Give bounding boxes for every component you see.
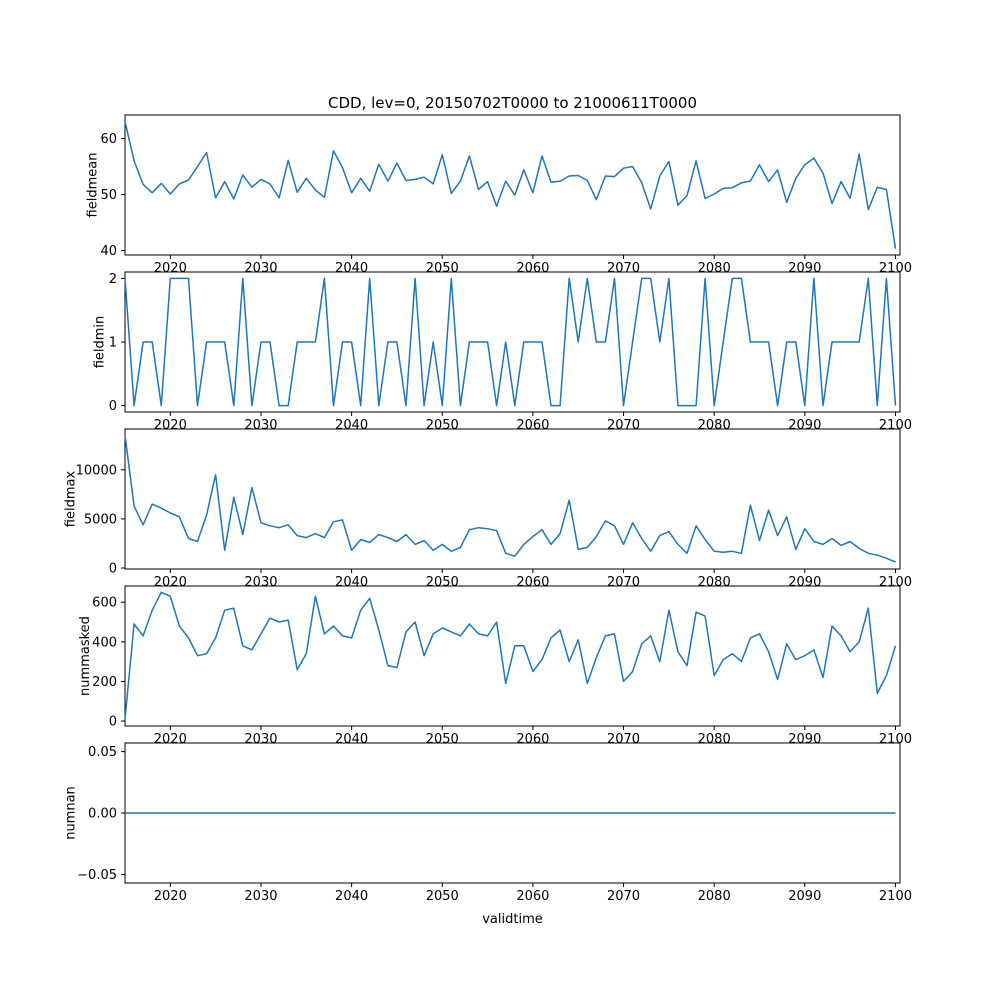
x-tick-label: 2030 [244,889,277,904]
x-tick-label: 2080 [698,261,731,276]
data-line-fieldmean [124,121,897,249]
y-tick-label: 0.05 [88,745,117,760]
x-tick-label: 2090 [788,418,821,433]
y-tick-label: 0 [109,715,117,730]
y-tick-label: 400 [92,635,117,650]
y-tick-label: 5000 [84,512,117,527]
x-tick-label: 2080 [698,418,731,433]
subplot-ylabel-fieldmean: fieldmean [85,153,100,218]
x-tick-label: 2040 [335,261,368,276]
x-tick-label: 2060 [516,732,549,747]
subplot-frame-nummasked [124,585,901,727]
x-tick-label: 2040 [335,418,368,433]
y-tick-label: 0 [109,562,117,577]
x-tick-label: 2080 [698,889,731,904]
subplot-frame-fieldmean [124,114,901,256]
x-tick-label: 2090 [788,575,821,590]
x-tick-label: 2090 [788,889,821,904]
y-tick-label: 1 [109,336,117,351]
x-tick-label: 2090 [788,732,821,747]
x-tick-label: 2100 [879,418,912,433]
y-tick-label: 60 [100,132,117,147]
y-tick-label: 600 [92,596,117,611]
x-tick-label: 2060 [516,575,549,590]
x-tick-label: 2020 [154,889,187,904]
data-line-fieldmax [124,435,896,563]
x-tick-label: 2050 [426,418,459,433]
x-tick-label: 2070 [607,732,640,747]
x-tick-label: 2060 [516,418,549,433]
x-axis-label: validtime [482,912,543,927]
subplot-ylabel-numnan: numnan [64,786,79,840]
x-tick-label: 2040 [335,732,368,747]
x-tick-label: 2100 [879,889,912,904]
y-tick-label: −0.05 [77,868,117,883]
x-tick-label: 2030 [244,575,277,590]
x-tick-label: 2050 [426,732,459,747]
x-tick-label: 2100 [879,261,912,276]
x-tick-label: 2100 [879,732,912,747]
subplot-ylabel-fieldmin: fieldmin [93,316,108,369]
x-tick-label: 2020 [154,418,187,433]
x-tick-label: 2020 [154,261,187,276]
y-tick-label: 2 [109,272,117,287]
figure-title: CDD, lev=0, 20150702T0000 to 21000611T00… [328,94,697,112]
data-line-fieldmin [124,277,897,407]
x-tick-label: 2040 [335,575,368,590]
subplot-frame-fieldmax [124,428,901,570]
x-tick-label: 2100 [879,575,912,590]
x-tick-label: 2030 [244,732,277,747]
data-line-nummasked [124,591,897,720]
x-tick-label: 2060 [516,889,549,904]
x-tick-label: 2070 [607,889,640,904]
y-tick-label: 200 [92,675,117,690]
y-tick-label: 0.00 [88,807,117,822]
x-tick-label: 2020 [154,575,187,590]
x-tick-label: 2020 [154,732,187,747]
x-tick-label: 2070 [607,418,640,433]
x-tick-label: 2050 [426,575,459,590]
y-tick-label: 40 [100,244,117,259]
x-tick-label: 2030 [244,418,277,433]
y-tick-label: 0 [109,399,117,414]
x-tick-label: 2050 [426,261,459,276]
x-tick-label: 2080 [698,732,731,747]
y-tick-label: 10000 [76,463,117,478]
x-tick-label: 2070 [607,261,640,276]
x-tick-label: 2040 [335,889,368,904]
y-tick-label: 50 [100,188,117,203]
x-tick-label: 2030 [244,261,277,276]
x-tick-label: 2050 [426,889,459,904]
x-tick-label: 2090 [788,261,821,276]
x-tick-label: 2070 [607,575,640,590]
subplot-ylabel-fieldmax: fieldmax [64,471,79,528]
x-tick-label: 2060 [516,261,549,276]
x-tick-label: 2080 [698,575,731,590]
subplot-ylabel-nummasked: nummasked [78,616,93,696]
